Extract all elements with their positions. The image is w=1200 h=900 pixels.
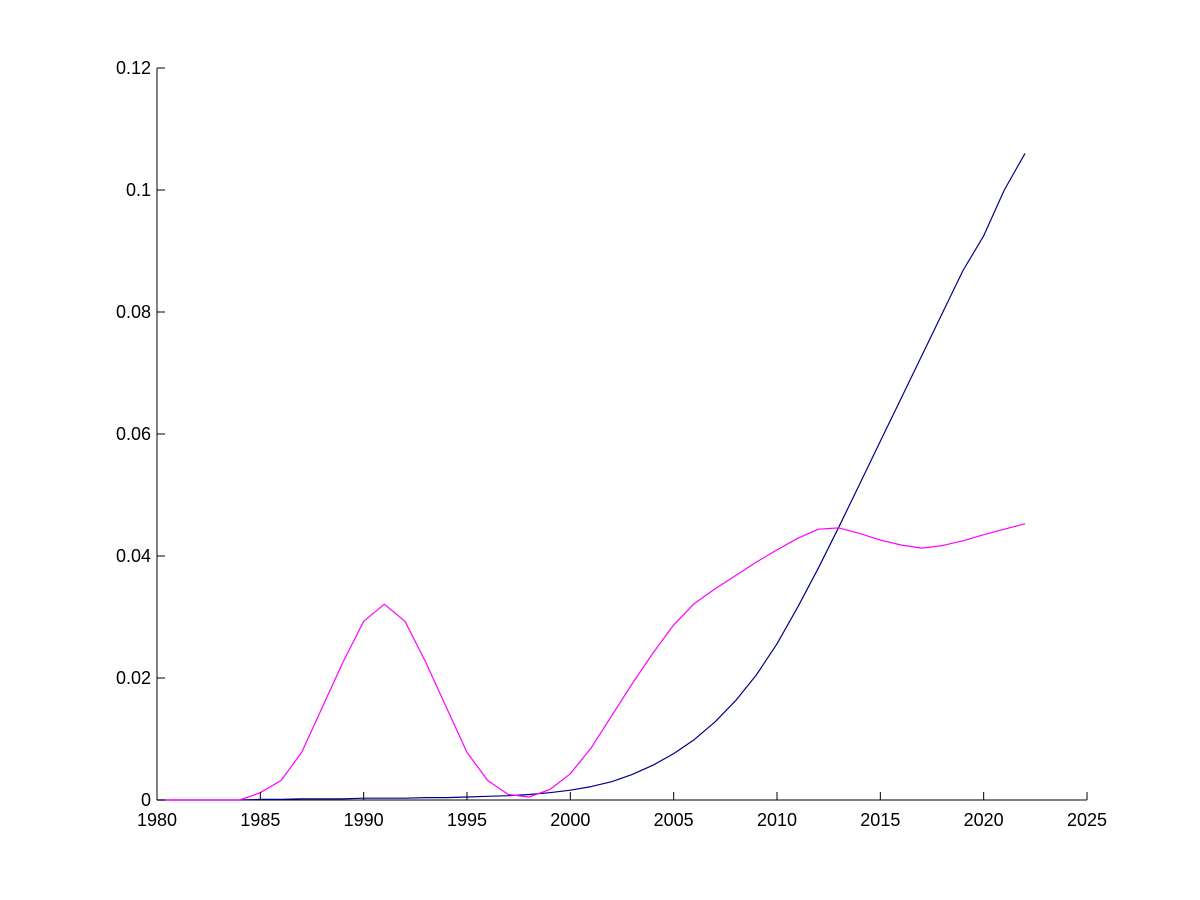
x-tick-label: 1980 bbox=[137, 810, 177, 830]
x-tick-label: 2005 bbox=[654, 810, 694, 830]
x-tick-label: 2020 bbox=[964, 810, 1004, 830]
x-tick-label: 1995 bbox=[447, 810, 487, 830]
x-tick-label: 1985 bbox=[240, 810, 280, 830]
x-tick-label: 2000 bbox=[550, 810, 590, 830]
y-tick-label: 0.02 bbox=[116, 668, 151, 688]
series-line-1 bbox=[157, 153, 1026, 801]
series-line-2 bbox=[157, 523, 1026, 801]
y-tick-label: 0.1 bbox=[126, 180, 151, 200]
y-tick-label: 0 bbox=[141, 790, 151, 810]
y-axis-ticks: 0 0.02 0.04 0.06 0.08 0.1 0.12 bbox=[116, 58, 165, 810]
axes bbox=[156, 68, 1087, 801]
y-tick-label: 0.12 bbox=[116, 58, 151, 78]
y-tick-label: 0.04 bbox=[116, 546, 151, 566]
x-tick-label: 2015 bbox=[860, 810, 900, 830]
x-tick-label: 2025 bbox=[1067, 810, 1107, 830]
plot-lines bbox=[157, 153, 1026, 801]
x-tick-label: 1990 bbox=[344, 810, 384, 830]
x-tick-label: 2010 bbox=[757, 810, 797, 830]
y-tick-label: 0.08 bbox=[116, 302, 151, 322]
y-tick-label: 0.06 bbox=[116, 424, 151, 444]
x-axis-ticks: 1980 1985 1990 1995 2000 2005 2010 2015 2020 2025 bbox=[137, 792, 1107, 830]
